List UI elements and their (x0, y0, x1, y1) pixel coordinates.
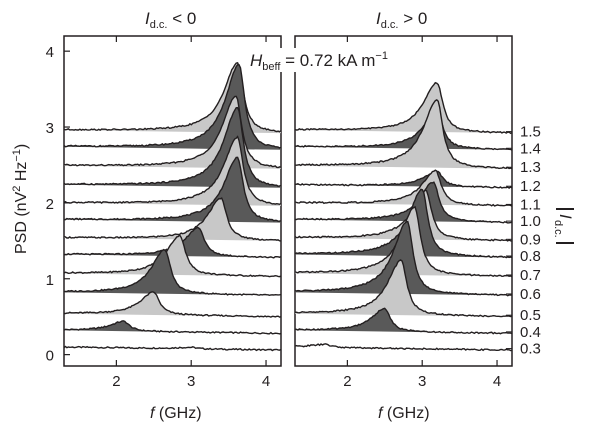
right-panel-title: Id.c. > 0 (376, 9, 427, 31)
trace-line (294, 189, 513, 242)
left-x-axis-ticks: 2 3 4 (112, 36, 270, 390)
current-label: 0.7 (520, 267, 541, 284)
psd-trace-neg-1.0 (63, 156, 282, 223)
right-x-axis-label: f (GHz) (378, 405, 430, 422)
psd-trace-pos-0.6 (294, 220, 513, 297)
right-panel-frame (294, 35, 513, 367)
psd-trace-pos-1.0 (294, 181, 513, 224)
current-label: 1.4 (520, 140, 541, 157)
trace-fill (64, 198, 281, 241)
trace-fill (295, 82, 512, 134)
trace-line (63, 291, 282, 318)
right-x-axis-ticks: 2 3 4 (343, 36, 501, 390)
trace-line (294, 343, 513, 352)
trace-line (63, 156, 282, 222)
trace-fill (64, 64, 281, 150)
trace-fill (64, 249, 281, 296)
psd-trace-pos-1.1 (294, 169, 513, 207)
svg-text:d.c.: d.c. (552, 220, 564, 238)
y-tick-label: 3 (46, 120, 54, 137)
trace-line (63, 106, 282, 187)
left-panel-frame (63, 35, 282, 367)
trace-line (294, 181, 513, 224)
x-tick-label: 2 (343, 373, 351, 390)
current-label: 0.3 (520, 341, 541, 358)
current-label: 1.3 (520, 159, 541, 176)
trace-fill (64, 235, 281, 277)
psd-trace-pos-0.4 (294, 307, 513, 335)
x-tick-label: 4 (493, 373, 501, 390)
trace-line (294, 307, 513, 335)
trace-line (294, 170, 513, 189)
trace-fill (295, 171, 512, 189)
trace-line (294, 259, 513, 318)
current-label: 0.8 (520, 248, 541, 265)
trace-line (63, 320, 282, 335)
current-label: 1.2 (520, 178, 541, 195)
psd-trace-neg-0.7 (63, 233, 282, 278)
y-tick-label: 2 (46, 196, 54, 213)
field-annotation: Hbeff = 0.72 kA m−1 (250, 50, 388, 73)
trace-fill (295, 221, 512, 296)
trace-line (295, 99, 513, 170)
current-label: 1.0 (520, 213, 541, 230)
trace-fill (295, 260, 512, 317)
psd-trace-pos-0.5 (294, 259, 513, 318)
psd-trace-neg-0.5 (63, 291, 282, 318)
left-x-axis-label: f (GHz) (150, 405, 202, 422)
trace-line (294, 169, 513, 207)
left-panel-traces (63, 61, 282, 352)
y-tick-label: 4 (46, 44, 54, 61)
psd-trace-neg-1.4 (63, 63, 282, 150)
current-label: 1.1 (520, 196, 541, 213)
trace-line (295, 109, 513, 151)
current-labels: 0.30.40.5 0.6 0.7 0.80.91.01.11.2 1.3 1.41.5 (506, 124, 541, 358)
psd-trace-pos-1.3 (295, 99, 513, 170)
psd-trace-neg-0.4 (63, 320, 282, 335)
current-label: 0.9 (520, 231, 541, 248)
current-label: 1.5 (520, 124, 541, 141)
trace-line (294, 220, 513, 297)
trace-line (63, 233, 282, 278)
psd-trace-pos-1.2 (294, 170, 513, 189)
x-tick-label: 4 (262, 373, 270, 390)
x-tick-label: 3 (187, 373, 195, 390)
trace-line (63, 248, 282, 297)
left-panel-title: Id.c. < 0 (145, 9, 196, 31)
trace-fill (64, 320, 281, 334)
psd-trace-pos-1.5 (294, 81, 513, 135)
trace-fill (295, 99, 512, 169)
psd-trace-neg-0.9 (63, 197, 282, 242)
trace-line (63, 197, 282, 242)
y-tick-label: 0 (46, 348, 54, 365)
trace-fill (64, 157, 281, 223)
x-tick-label: 2 (112, 373, 120, 390)
trace-line (294, 81, 513, 135)
trace-line (63, 345, 282, 352)
trace-fill (295, 110, 512, 151)
current-axis-label: I d.c. (552, 208, 575, 244)
annotation-backing (244, 48, 394, 72)
trace-line (63, 135, 282, 206)
current-label: 0.6 (520, 286, 541, 303)
current-label: 0.4 (520, 324, 541, 341)
trace-line (63, 63, 282, 149)
psd-trace-neg-0.6 (63, 248, 282, 297)
psd-trace-pos-0.3 (294, 343, 513, 352)
current-label: 0.5 (520, 307, 541, 324)
psd-trace-neg-0.3 (63, 345, 282, 352)
psd-trace-pos-1.4 (295, 109, 513, 151)
x-tick-label: 3 (418, 373, 426, 390)
trace-line (63, 95, 282, 169)
svg-text:I: I (556, 214, 575, 219)
trace-fill (295, 170, 512, 207)
y-axis-ticks: 0 1 2 3 4 (46, 44, 70, 365)
y-axis-label: PSD (nV2 Hz−1) (11, 144, 30, 254)
right-panel-traces (294, 81, 513, 352)
y-tick-label: 1 (46, 272, 54, 289)
